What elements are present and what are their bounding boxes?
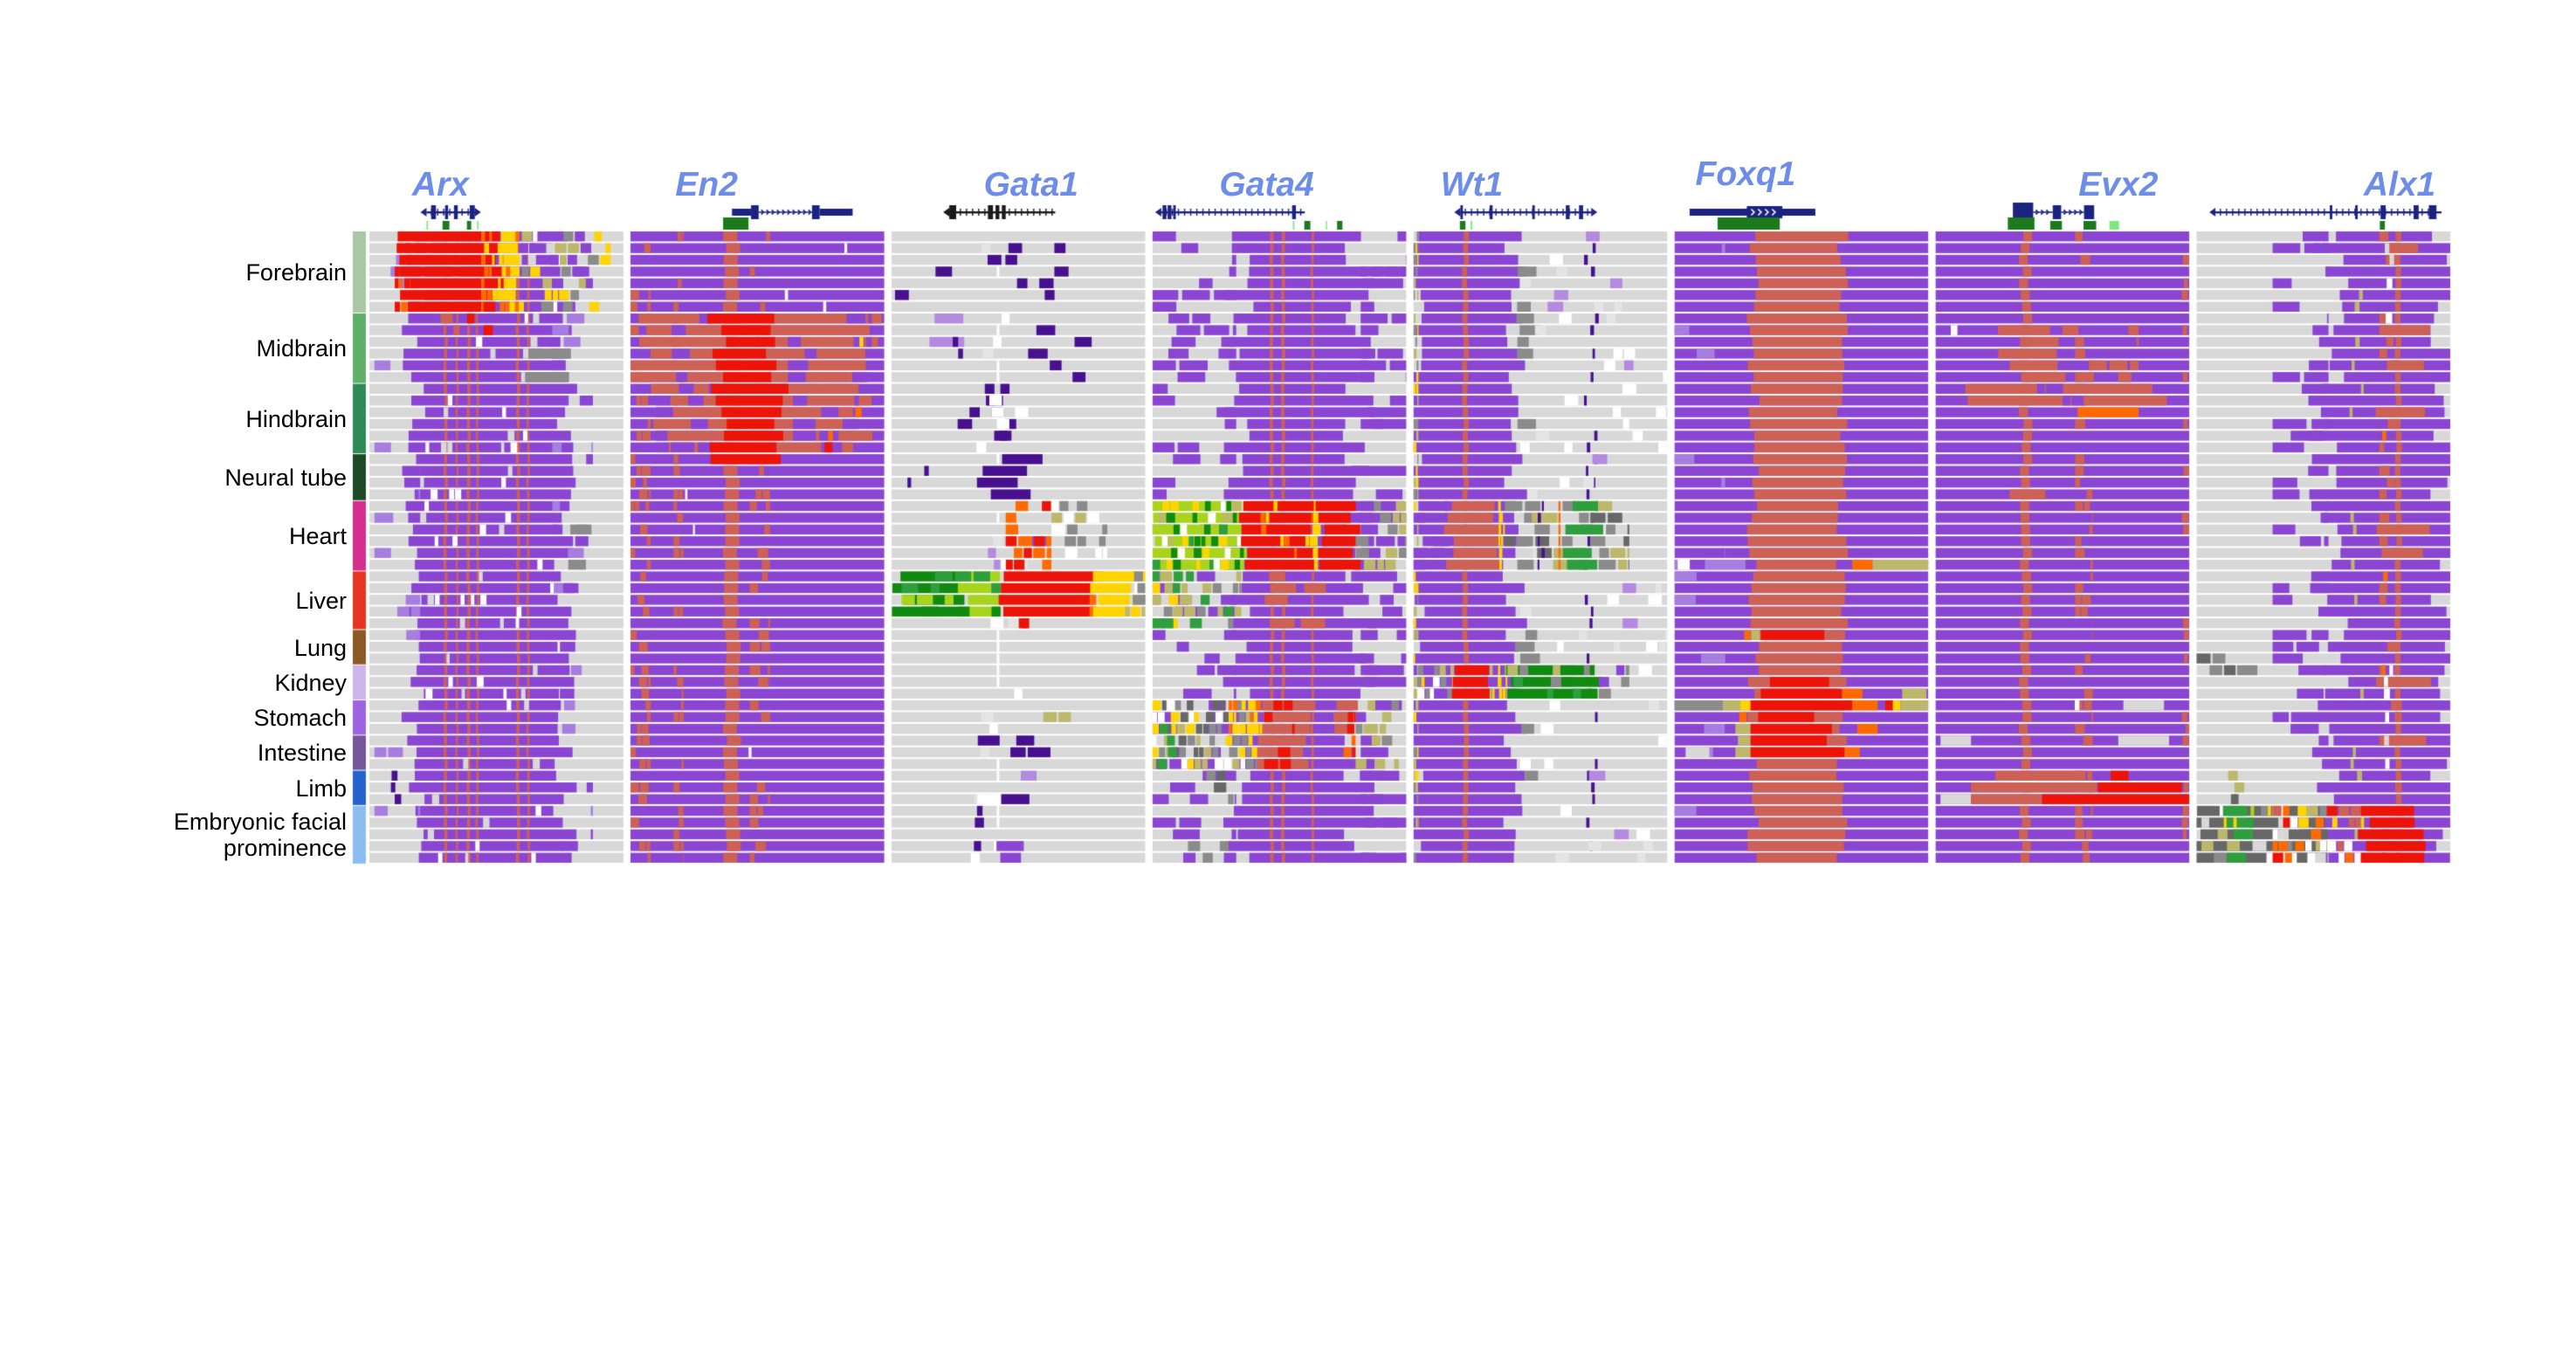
- tissue-label-midbrain: Midbrain: [256, 335, 347, 362]
- gene-title-evx2: Evx2: [2078, 166, 2159, 203]
- gene-title-alx1: Alx1: [2363, 166, 2436, 203]
- tissue-label-hindbrain: Hindbrain: [245, 405, 347, 432]
- gene-title-en2: En2: [675, 166, 738, 203]
- tissue-label-heart: Heart: [288, 523, 347, 550]
- gene-title-gata1: Gata1: [983, 166, 1078, 203]
- gene-title-wt1: Wt1: [1440, 166, 1504, 203]
- gene-title-foxq1: Foxq1: [1695, 155, 1796, 193]
- tissue-label-liver: Liver: [295, 587, 347, 614]
- gene-title-arx: Arx: [411, 166, 469, 203]
- tissue-label-intestine: Intestine: [257, 740, 347, 767]
- tissue-label-limb: Limb: [295, 775, 347, 802]
- gene-title-gata4: Gata4: [1219, 166, 1314, 203]
- tissue-label-forebrain: Forebrain: [245, 258, 347, 286]
- tissue-label-lung: Lung: [293, 634, 347, 661]
- tissue-label-stomach: Stomach: [253, 705, 347, 732]
- tissue-label-kidney: Kidney: [274, 669, 347, 696]
- tissue-label-neural-tube: Neural tube: [224, 464, 347, 491]
- tissue-label-embryonic-facial-prominence: Embryonic facial prominence: [173, 809, 347, 862]
